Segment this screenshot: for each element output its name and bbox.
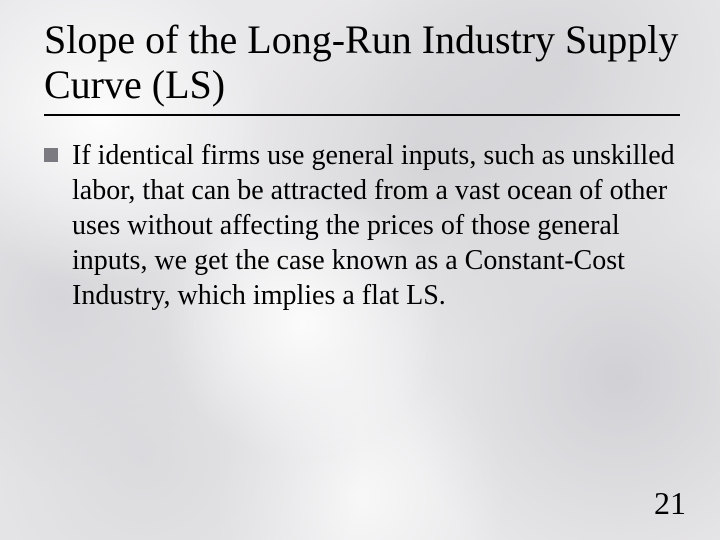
- square-bullet-icon: [44, 148, 58, 162]
- slide-title: Slope of the Long-Run Industry Supply Cu…: [44, 18, 680, 108]
- page-number: 21: [654, 485, 686, 522]
- bullet-text: If identical firms use general inputs, s…: [72, 138, 680, 313]
- bullet-item: If identical firms use general inputs, s…: [44, 138, 680, 313]
- slide: Slope of the Long-Run Industry Supply Cu…: [0, 0, 720, 540]
- title-underline: [44, 114, 680, 116]
